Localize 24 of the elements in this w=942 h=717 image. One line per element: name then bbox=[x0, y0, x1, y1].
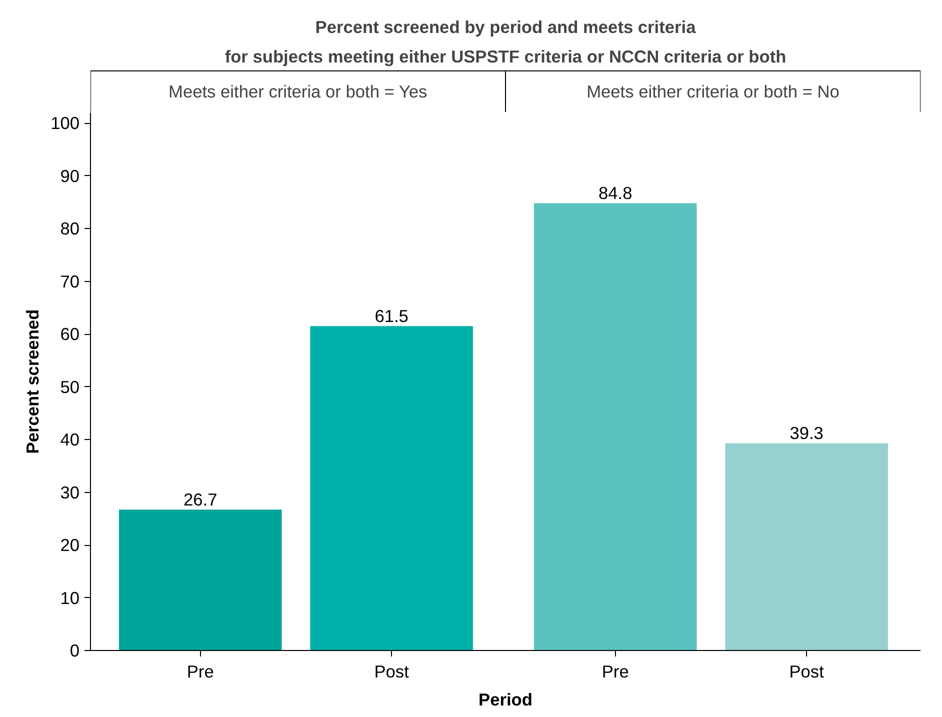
text: Meets either criteria or both = No bbox=[586, 82, 840, 102]
y-tick-label: 20 bbox=[60, 535, 80, 556]
data-label: 26.7 bbox=[183, 490, 218, 510]
x-axis-title: Period bbox=[478, 690, 532, 710]
x-tick-label: Pre bbox=[186, 662, 214, 682]
y-tick-label: 60 bbox=[60, 324, 80, 344]
y-tick-label: 0 bbox=[70, 640, 80, 660]
y-tick-label: 90 bbox=[60, 166, 80, 186]
data-label: 61.5 bbox=[374, 306, 408, 326]
y-tick-label: 100 bbox=[50, 113, 80, 134]
y-tick-label: 10 bbox=[60, 588, 80, 608]
x-tick-label: Post bbox=[374, 662, 410, 682]
x-tick-label: Post bbox=[789, 662, 824, 682]
text: Meets either criteria or both = Yes bbox=[168, 82, 428, 102]
x-tick-label: Pre bbox=[602, 662, 629, 682]
y-tick-label: 40 bbox=[60, 430, 80, 450]
y-tick-label: 30 bbox=[60, 482, 80, 502]
y-tick-label: 50 bbox=[60, 376, 80, 397]
chart-title: Percent screened by period and meets criteria for subjects meeting either USPSTF criteria or NCCN criteria or both bbox=[224, 17, 786, 66]
data-label: 84.8 bbox=[598, 183, 632, 204]
y-tick-label: 70 bbox=[60, 271, 80, 292]
y-tick-label: 80 bbox=[60, 218, 80, 239]
y-axis-title: Percent screened bbox=[22, 309, 43, 454]
data-label: 39.3 bbox=[790, 423, 824, 444]
